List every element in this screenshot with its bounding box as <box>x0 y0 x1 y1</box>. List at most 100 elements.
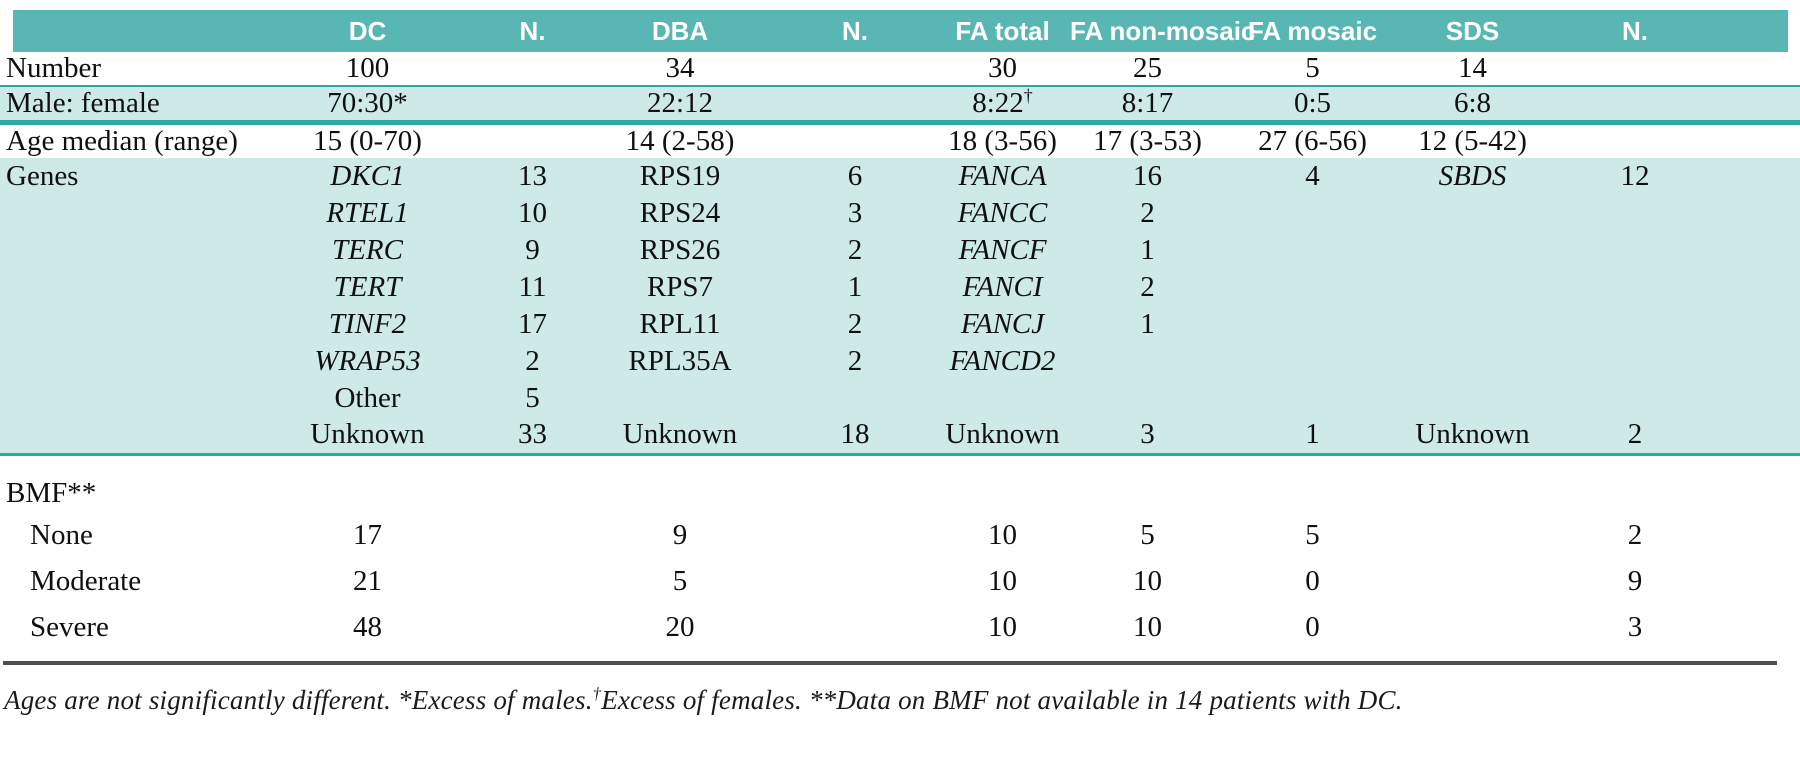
table-cell-genes-3-2: 9 <box>480 232 585 269</box>
table-cell-bmf-none-2 <box>480 512 585 558</box>
table-cell-male-female-9 <box>1545 85 1725 125</box>
table-row-genes-3: TERC 9 RPS26 2 FANCF 1 <box>0 232 1800 269</box>
table-cell-age-median-2 <box>480 122 585 158</box>
table-cell-bmf-moderate-5: 10 <box>935 558 1070 604</box>
table-cell-age-median-5: 18 (3-56) <box>935 122 1070 158</box>
table-cell-filler <box>1725 232 1800 269</box>
gene-symbol: FANCA <box>958 160 1047 192</box>
table-cell-genes-5-5: FANCJ <box>935 306 1070 343</box>
table-cell-genes-3-7 <box>1225 232 1400 269</box>
table-cell-male-female-4 <box>775 85 935 125</box>
header-row: DC N. DBA N. FA total FA non-mosaic FA mosaic S… <box>0 10 1800 52</box>
column-header-rowlabel <box>0 10 255 52</box>
row-label-bmf-severe: Severe <box>0 604 255 650</box>
table-cell-filler <box>1725 85 1800 125</box>
gene-symbol: TINF2 <box>328 308 407 340</box>
table-cell-filler <box>1725 195 1800 232</box>
table-row-genes-2: RTEL1 10 RPS24 3 FANCC 2 <box>0 195 1800 232</box>
row-label-age-median: Age median (range) <box>0 122 255 158</box>
table-cell-genes-8-2: 33 <box>480 417 585 456</box>
table-cell-genes-4-9 <box>1545 269 1725 306</box>
table-cell-bmf-2 <box>480 454 585 512</box>
table-cell-bmf-moderate-9: 9 <box>1545 558 1725 604</box>
dagger-superscript: † <box>592 684 602 703</box>
table-cell-number-3: 34 <box>585 52 775 86</box>
table-cell-genes-8-1: Unknown <box>255 417 480 456</box>
table-cell-bmf-moderate-3: 5 <box>585 558 775 604</box>
table-cell-genes-1-2: 13 <box>480 158 585 195</box>
table-cell-filler <box>1725 558 1800 604</box>
cell-value: 8:22 <box>972 87 1024 119</box>
column-header-filler <box>1725 10 1800 52</box>
table-cell-genes-5-6: 1 <box>1070 306 1225 343</box>
table-cell-genes-2-4: 3 <box>775 195 935 232</box>
row-label-genes-5 <box>0 306 255 343</box>
table-cell-genes-1-7: 4 <box>1225 158 1400 195</box>
table-cell-genes-2-2: 10 <box>480 195 585 232</box>
patient-characteristics-table: DC N. DBA N. FA total FA non-mosaic FA mosaic S… <box>0 10 1800 650</box>
table-cell-filler <box>1725 380 1800 417</box>
column-header-dba-3: DBA <box>585 10 775 52</box>
table-cell-genes-8-3: Unknown <box>585 417 775 456</box>
table-cell-genes-7-8 <box>1400 380 1545 417</box>
gene-symbol: WRAP53 <box>314 345 421 377</box>
table-cell-genes-4-1: TERT <box>255 269 480 306</box>
table-cell-male-female-1: 70:30* <box>255 85 480 125</box>
footnote-segment: Ages are not significantly different. *E… <box>4 685 593 715</box>
table-cell-bmf-severe-2 <box>480 604 585 650</box>
table-cell-genes-4-3: RPS7 <box>585 269 775 306</box>
table-cell-filler <box>1725 417 1800 456</box>
table-cell-genes-2-9 <box>1545 195 1725 232</box>
table-row-male-female: Male: female 70:30* 22:12 8:22† 8:17 0:5 6:8 <box>0 85 1800 125</box>
table-cell-genes-2-7 <box>1225 195 1400 232</box>
column-header-fa-non-mosaic-6: FA non-mosaic <box>1070 10 1255 52</box>
gene-symbol: SBDS <box>1438 160 1507 192</box>
table-cell-genes-7-3 <box>585 380 775 417</box>
table-row-genes-5: TINF2 17 RPL11 2 FANCJ 1 <box>0 306 1800 343</box>
footnote-segment: Excess of females. **Data on BMF not ava… <box>601 685 1403 715</box>
gene-symbol: FANCI <box>962 271 1043 303</box>
table-header: DC N. DBA N. FA total FA non-mosaic FA mosaic S… <box>0 10 1800 52</box>
table-cell-bmf-severe-9: 3 <box>1545 604 1725 650</box>
table-cell-filler <box>1725 158 1800 195</box>
row-label-male-female: Male: female <box>0 85 255 125</box>
table-cell-number-9 <box>1545 52 1725 86</box>
gene-symbol: DKC1 <box>330 160 405 192</box>
table-cell-filler <box>1725 512 1800 558</box>
table-row-bmf: BMF** <box>0 454 1800 512</box>
table-cell-filler <box>1725 343 1800 380</box>
table-cell-genes-2-3: RPS24 <box>585 195 775 232</box>
row-label-genes-3 <box>0 232 255 269</box>
table-cell-bmf-none-1: 17 <box>255 512 480 558</box>
table-row-genes-4: TERT 11 RPS7 1 FANCI 2 <box>0 269 1800 306</box>
table-cell-genes-4-4: 1 <box>775 269 935 306</box>
table-cell-age-median-3: 14 (2-58) <box>585 122 775 158</box>
table-cell-male-female-2 <box>480 85 585 125</box>
table-cell-bmf-5 <box>935 454 1070 512</box>
table-cell-genes-5-9 <box>1545 306 1725 343</box>
column-header-n-2: N. <box>480 10 585 52</box>
table-cell-genes-4-8 <box>1400 269 1545 306</box>
row-label-number: Number <box>0 52 255 86</box>
table-cell-bmf-8 <box>1400 454 1545 512</box>
table-bottom-rule <box>3 661 1777 665</box>
table-cell-age-median-8: 12 (5-42) <box>1400 122 1545 158</box>
gene-symbol: FANCD2 <box>949 345 1056 377</box>
table-cell-bmf-7 <box>1225 454 1400 512</box>
table-cell-age-median-4 <box>775 122 935 158</box>
column-header-n-4: N. <box>775 10 935 52</box>
table-cell-genes-7-9 <box>1545 380 1725 417</box>
table-row-genes-1: Genes DKC1 13 RPS19 6 FANCA 16 4 SBDS 12 <box>0 158 1800 195</box>
table-cell-bmf-severe-6: 10 <box>1070 604 1225 650</box>
dagger-superscript: † <box>1023 85 1033 106</box>
table-cell-bmf-1 <box>255 454 480 512</box>
table-cell-bmf-moderate-7: 0 <box>1225 558 1400 604</box>
gene-symbol: TERC <box>332 234 403 266</box>
table-cell-bmf-severe-1: 48 <box>255 604 480 650</box>
table-cell-bmf-none-8 <box>1400 512 1545 558</box>
table-cell-genes-1-3: RPS19 <box>585 158 775 195</box>
table-cell-bmf-severe-8 <box>1400 604 1545 650</box>
table-cell-bmf-moderate-8 <box>1400 558 1545 604</box>
table-cell-genes-6-2: 2 <box>480 343 585 380</box>
table-cell-genes-6-5: FANCD2 <box>935 343 1070 380</box>
